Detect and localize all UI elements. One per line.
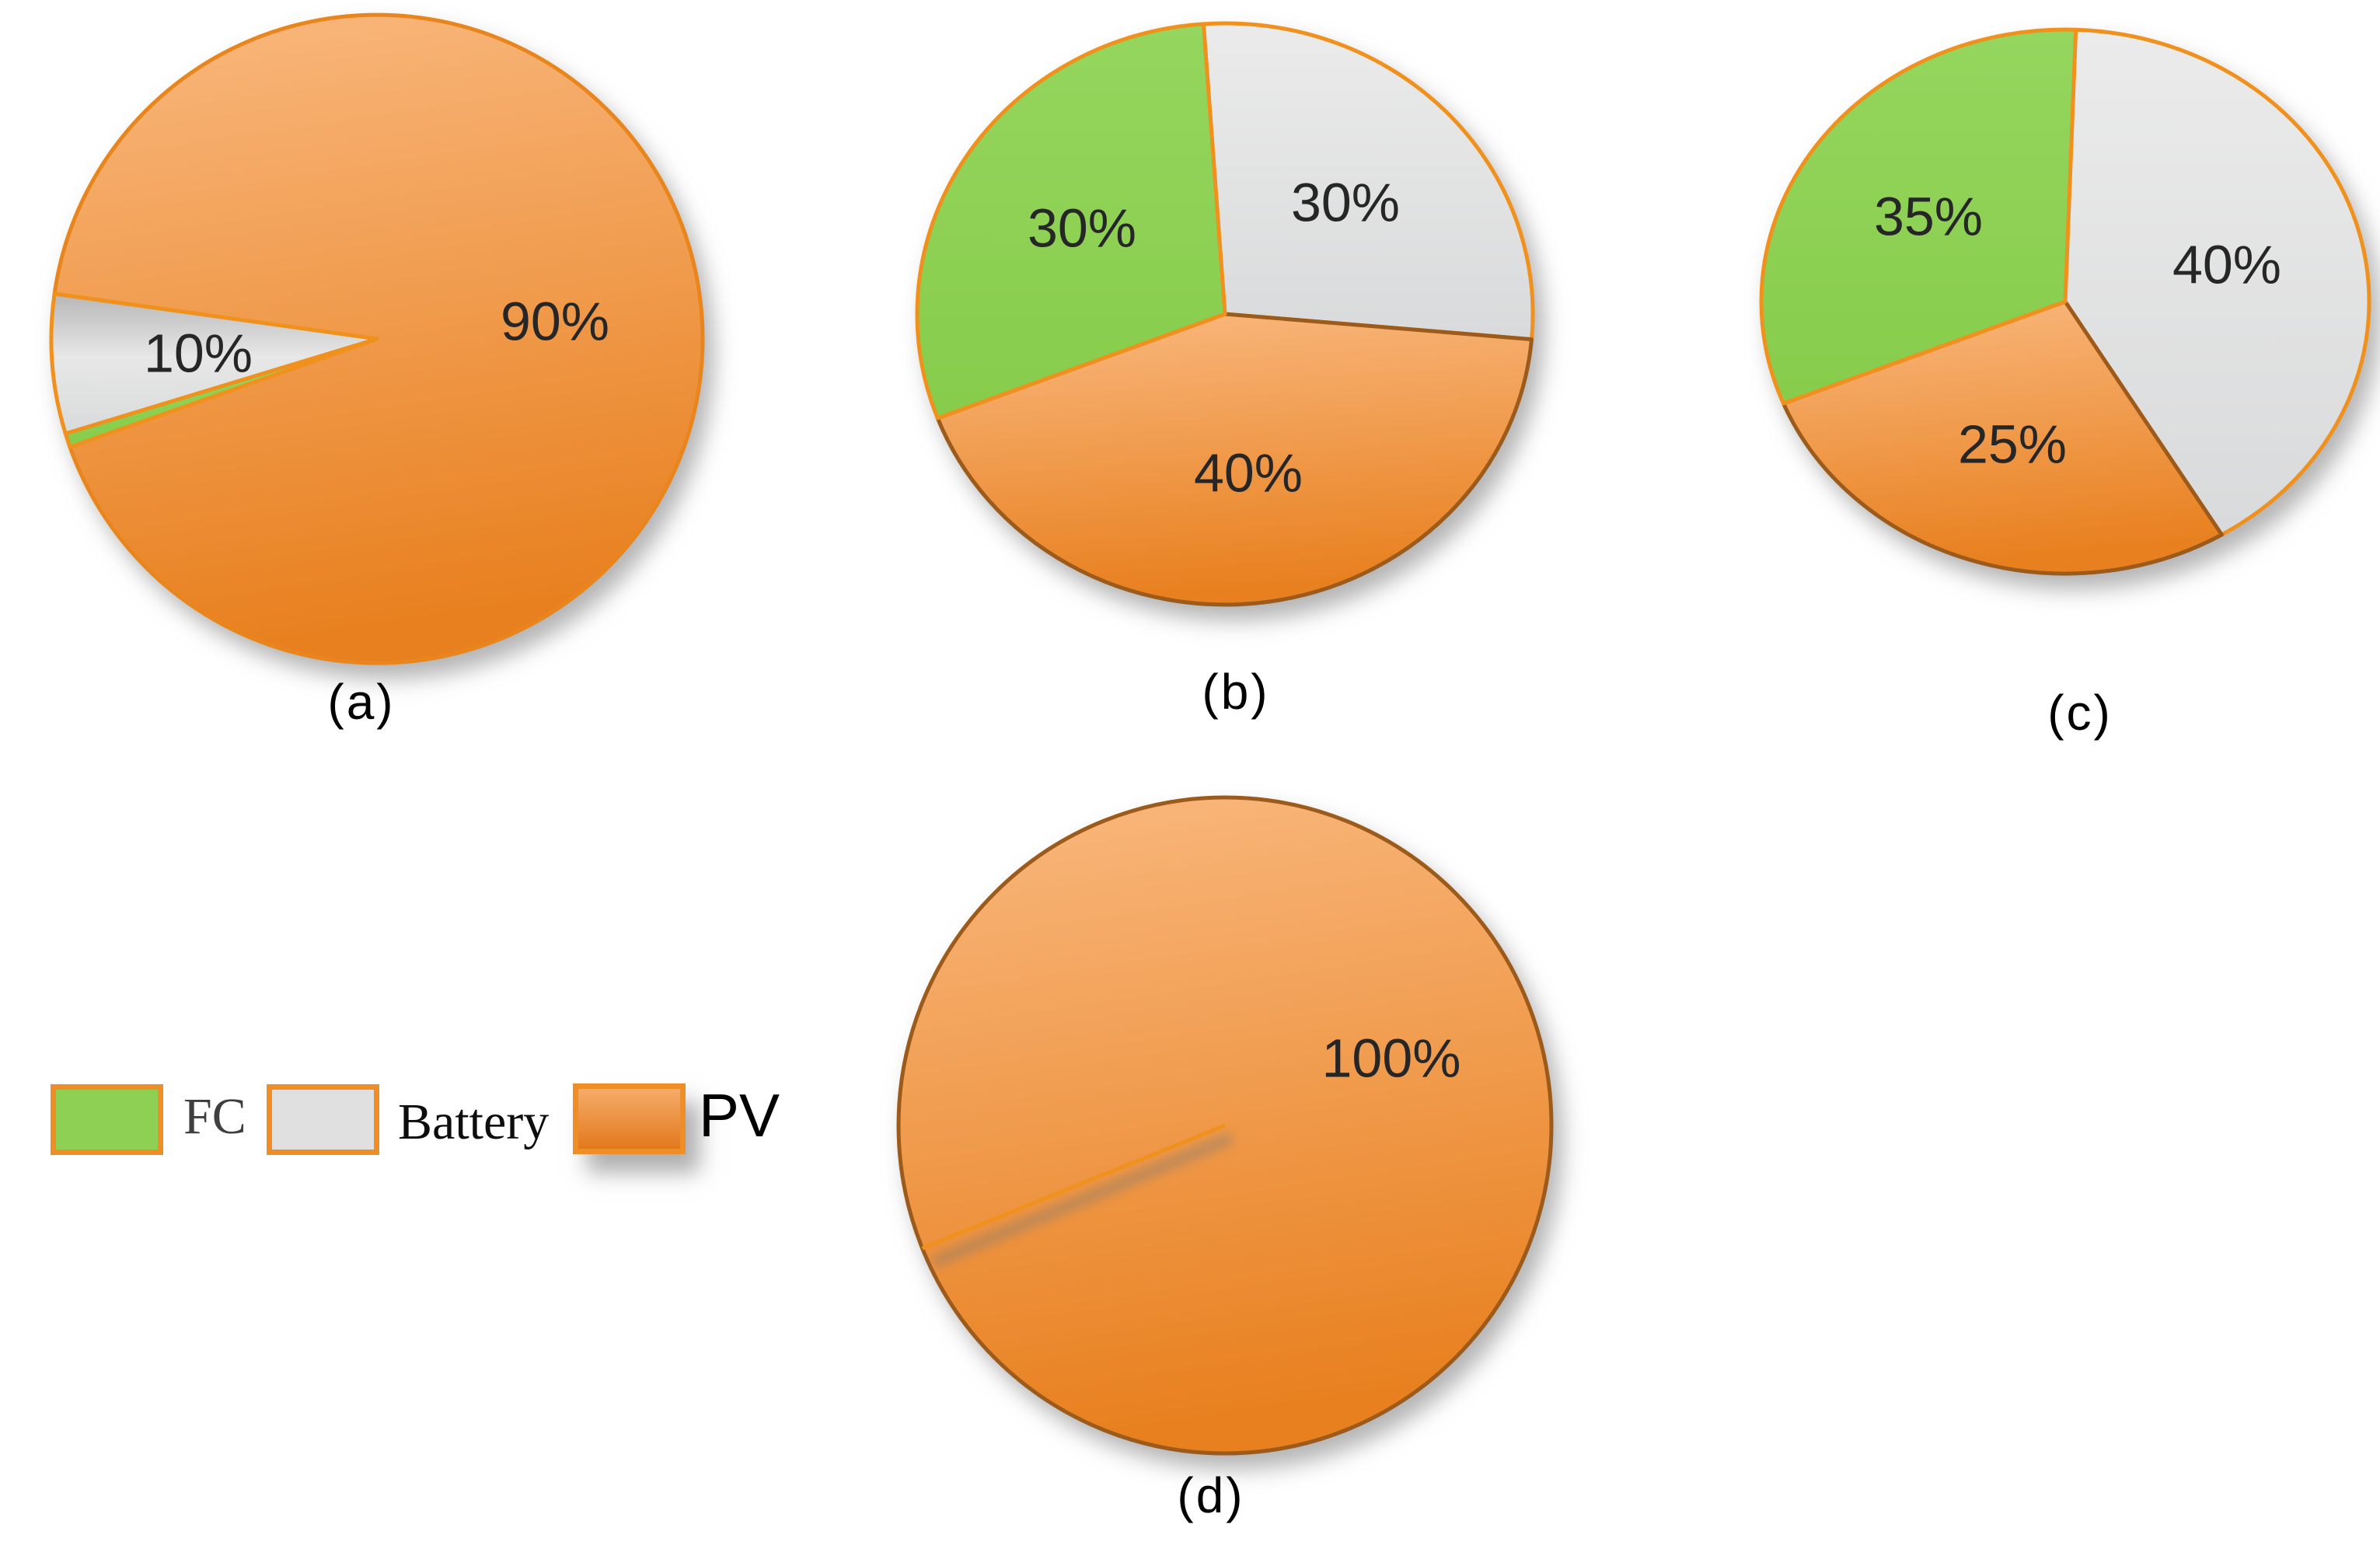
pie-b-label-pv: 40% <box>1194 443 1303 504</box>
pie-d-label-pv: 100% <box>1321 1028 1460 1089</box>
pie-b-caption: (b) <box>1202 664 1270 720</box>
pie-a-label-pv: 90% <box>501 291 609 352</box>
pie-c-caption: (c) <box>2047 685 2113 741</box>
pie-b-slice-pv <box>935 312 1534 607</box>
pie-b-slice-battery <box>1201 21 1535 342</box>
pie-a-caption: (a) <box>327 674 396 730</box>
pie-a <box>49 12 705 665</box>
pie-d <box>896 795 1554 1456</box>
pie-b <box>915 21 1535 607</box>
pie-b-label-fc: 30% <box>1028 198 1136 259</box>
pie-d-seam-line <box>921 1123 1226 1251</box>
pie-b-slice-fc <box>915 22 1227 420</box>
pie-d-seam-shadow <box>930 1132 1234 1268</box>
pie-c-label-fc: 35% <box>1874 187 1983 247</box>
pie-c-slice-battery <box>2063 27 2371 537</box>
pie-c-slice-pv <box>1782 299 2224 576</box>
pie-a-label-battery: 10% <box>144 323 253 384</box>
pie-c-label-pv: 25% <box>1958 414 2067 475</box>
pie-c <box>1759 27 2371 576</box>
pie-c-slice-fc <box>1759 27 2078 406</box>
pie-a-slice-battery <box>49 291 379 436</box>
pie-c-label-battery: 40% <box>2172 235 2281 295</box>
pie-d-caption: (d) <box>1177 1467 1245 1523</box>
pie-b-label-battery: 30% <box>1291 173 1400 233</box>
